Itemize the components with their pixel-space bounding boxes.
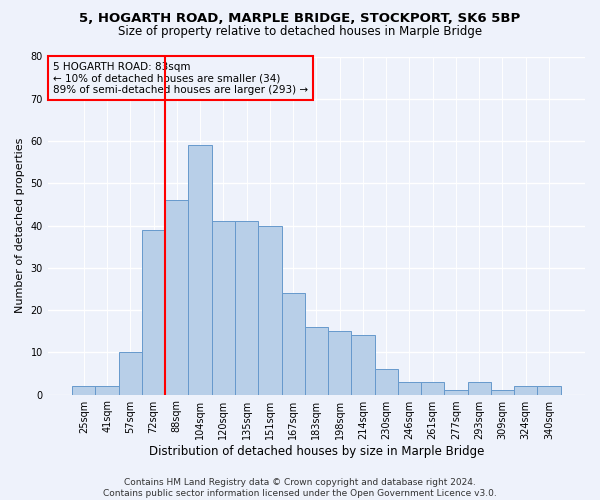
Text: Size of property relative to detached houses in Marple Bridge: Size of property relative to detached ho… bbox=[118, 25, 482, 38]
Bar bbox=[305, 327, 328, 394]
Bar bbox=[235, 222, 258, 394]
Bar bbox=[467, 382, 491, 394]
Text: 5, HOGARTH ROAD, MARPLE BRIDGE, STOCKPORT, SK6 5BP: 5, HOGARTH ROAD, MARPLE BRIDGE, STOCKPOR… bbox=[79, 12, 521, 26]
Bar bbox=[258, 226, 281, 394]
Bar bbox=[538, 386, 560, 394]
Bar bbox=[188, 145, 212, 394]
Bar bbox=[142, 230, 165, 394]
Bar bbox=[374, 369, 398, 394]
Bar bbox=[328, 331, 351, 394]
Text: 5 HOGARTH ROAD: 83sqm
← 10% of detached houses are smaller (34)
89% of semi-deta: 5 HOGARTH ROAD: 83sqm ← 10% of detached … bbox=[53, 62, 308, 95]
Bar bbox=[514, 386, 538, 394]
Bar bbox=[212, 222, 235, 394]
Bar bbox=[281, 293, 305, 394]
Text: Contains HM Land Registry data © Crown copyright and database right 2024.
Contai: Contains HM Land Registry data © Crown c… bbox=[103, 478, 497, 498]
Bar bbox=[398, 382, 421, 394]
X-axis label: Distribution of detached houses by size in Marple Bridge: Distribution of detached houses by size … bbox=[149, 444, 484, 458]
Bar bbox=[491, 390, 514, 394]
Bar bbox=[165, 200, 188, 394]
Y-axis label: Number of detached properties: Number of detached properties bbox=[15, 138, 25, 313]
Bar bbox=[445, 390, 467, 394]
Bar bbox=[119, 352, 142, 395]
Bar bbox=[421, 382, 445, 394]
Bar bbox=[72, 386, 95, 394]
Bar bbox=[95, 386, 119, 394]
Bar bbox=[351, 336, 374, 394]
